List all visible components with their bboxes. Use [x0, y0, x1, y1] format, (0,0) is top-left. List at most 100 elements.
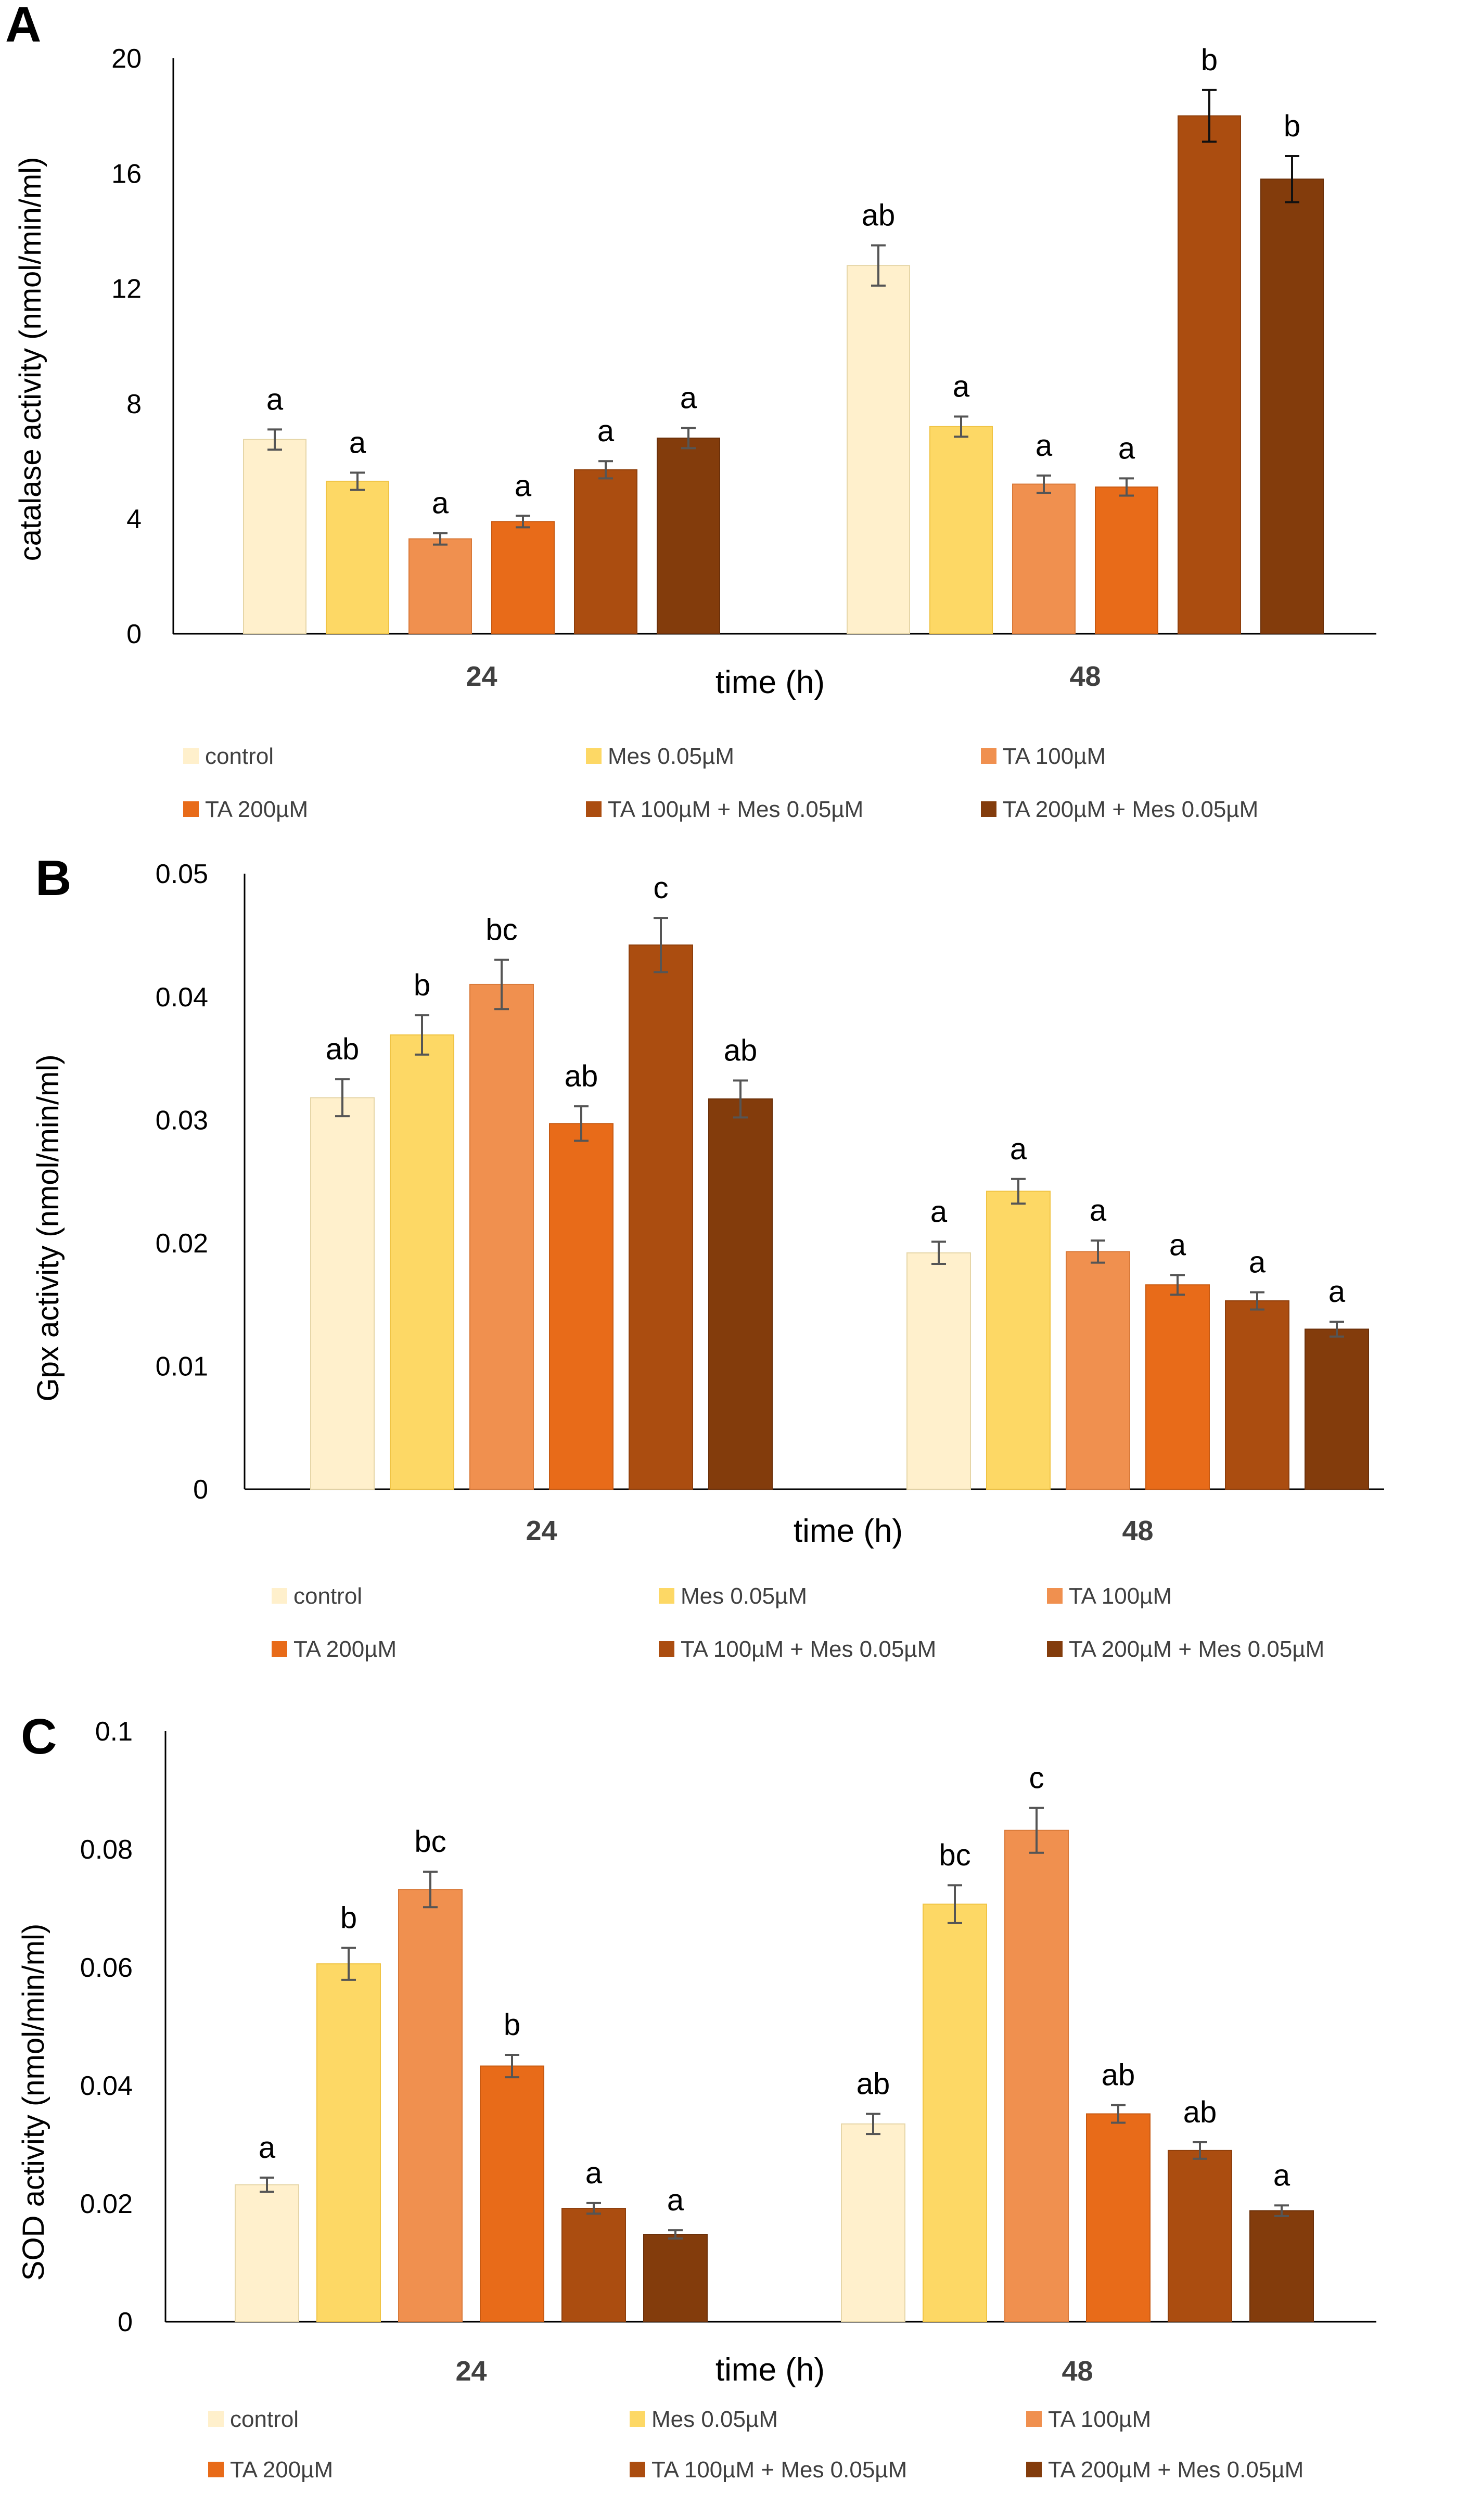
bar-b-48-control — [906, 1252, 971, 1490]
plot-b: 0 0.01 0.02 0.03 0.04 0.05 ab b bc ab c ab 24 a a a a a a 4… — [156, 859, 1384, 1546]
significance-label-b-24-control: ab — [326, 1032, 360, 1066]
error-bar-c-24-ta200mes — [668, 2229, 683, 2240]
bar-a-48-control — [847, 265, 910, 635]
legend-label-ta200: TA 200µM — [230, 2457, 333, 2483]
significance-label-c-24-ta200mes: a — [667, 2183, 684, 2217]
significance-label-a-24-control: a — [266, 382, 284, 416]
significance-label-c-48-ta200: ab — [1102, 2058, 1135, 2092]
y-tick-label-a: 8 — [126, 389, 142, 419]
error-bar-a-24-ta200 — [516, 515, 530, 529]
significance-label-b-48-mes: a — [1010, 1132, 1027, 1166]
bar-c-24-ta200 — [480, 2065, 544, 2322]
bar-c-24-ta200mes — [643, 2234, 708, 2323]
legend-item-c-ta100: TA 100µM — [1026, 2407, 1151, 2432]
bar-b-24-ta200 — [549, 1123, 614, 1490]
y-tick-label-b: 0.05 — [156, 859, 208, 889]
y-tick-label-c: 0.1 — [95, 1717, 133, 1747]
legend-label-ta100mes: TA 100µM + Mes 0.05µM — [651, 2457, 907, 2483]
y-tick-label-b: 0.04 — [156, 982, 208, 1013]
error-bar-a-48-ta100mes — [1202, 88, 1217, 143]
bar-c-48-ta200 — [1086, 2113, 1151, 2322]
bar-c-24-ta100 — [398, 1889, 463, 2322]
y-tick-label-a: 4 — [126, 504, 142, 534]
error-bar-c-24-ta100mes — [586, 2202, 601, 2215]
legend-swatch-ta200 — [272, 1641, 287, 1657]
legend-label-ta200: TA 200µM — [205, 797, 308, 822]
bar-a-24-mes — [326, 480, 389, 634]
legend-item-c-mes: Mes 0.05µM — [630, 2407, 778, 2432]
significance-label-b-48-control: a — [930, 1195, 948, 1229]
x-axis-title-c: time (h) — [715, 2352, 825, 2388]
legend-item-b-ta200mes: TA 200µM + Mes 0.05µM — [1047, 1636, 1324, 1662]
bar-a-24-ta100 — [408, 538, 472, 635]
legend-label-ta200mes: TA 200µM + Mes 0.05µM — [1048, 2457, 1303, 2483]
error-bar-c-48-ta100mes — [1193, 2141, 1207, 2160]
error-bar-b-48-ta200 — [1170, 1274, 1185, 1296]
significance-label-c-24-mes: b — [340, 1901, 357, 1935]
bar-b-48-ta100mes — [1225, 1300, 1289, 1490]
y-tick-label-c: 0.02 — [80, 2189, 133, 2219]
significance-label-a-24-ta100: a — [432, 486, 449, 520]
significance-label-b-24-mes: b — [414, 968, 430, 1002]
significance-label-b-48-ta100mes: a — [1249, 1245, 1266, 1279]
legend-item-a-ta200: TA 200µM — [183, 797, 308, 822]
legend-item-b-control: control — [272, 1583, 362, 1609]
legend-label-ta100mes: TA 100µM + Mes 0.05µM — [608, 797, 863, 822]
error-bar-c-24-ta200 — [505, 2053, 519, 2079]
significance-label-a-48-ta100mes: b — [1201, 43, 1218, 77]
legend-label-ta100: TA 100µM — [1069, 1583, 1172, 1609]
legend-item-c-ta200mes: TA 200µM + Mes 0.05µM — [1026, 2457, 1303, 2483]
legend-swatch-control — [208, 2411, 224, 2427]
legend-item-b-ta100mes: TA 100µM + Mes 0.05µM — [659, 1636, 936, 1662]
y-tick-label-c: 0.06 — [80, 1953, 133, 1983]
legend-label-ta100mes: TA 100µM + Mes 0.05µM — [681, 1636, 936, 1662]
y-axis-title-a: catalase activity (nmol/min/ml) — [14, 157, 47, 561]
legend-item-a-control: control — [183, 744, 274, 769]
x-axis-title-a: time (h) — [715, 664, 825, 700]
significance-label-a-48-mes: a — [953, 369, 970, 403]
legend-label-mes: Mes 0.05µM — [608, 744, 734, 769]
error-bar-c-48-ta200mes — [1274, 2204, 1289, 2217]
y-tick-label-c: 0.04 — [80, 2071, 133, 2101]
significance-label-a-24-mes: a — [349, 426, 366, 459]
bar-a-48-ta200 — [1095, 486, 1158, 634]
y-tick-label-b: 0.03 — [156, 1105, 208, 1135]
legend-label-ta200mes: TA 200µM + Mes 0.05µM — [1069, 1636, 1324, 1662]
significance-label-a-48-ta100: a — [1036, 429, 1053, 463]
bar-a-24-control — [243, 439, 306, 634]
significance-label-b-24-ta200: ab — [565, 1059, 598, 1093]
significance-label-a-24-ta200: a — [515, 469, 532, 503]
legend-swatch-ta200 — [183, 801, 199, 817]
bar-c-48-ta100mes — [1168, 2150, 1232, 2323]
x-axis-title-b: time (h) — [794, 1513, 903, 1549]
y-axis-title-b: Gpx activity (nmol/min/ml) — [31, 1054, 65, 1401]
error-bar-c-48-mes — [948, 1884, 962, 1924]
bar-b-24-ta100 — [469, 983, 534, 1490]
legend-label-mes: Mes 0.05µM — [681, 1583, 807, 1609]
bar-b-24-control — [310, 1097, 375, 1490]
significance-label-c-48-ta100mes: ab — [1183, 2095, 1217, 2129]
legend-item-a-ta100mes: TA 100µM + Mes 0.05µM — [586, 797, 863, 822]
legend-label-control: control — [205, 744, 274, 769]
legend-item-c-control: control — [208, 2407, 299, 2432]
legend-swatch-ta200mes — [1047, 1641, 1063, 1657]
y-tick-label-a: 12 — [111, 274, 142, 304]
bar-a-24-ta200mes — [657, 437, 720, 635]
significance-label-a-24-ta200mes: a — [680, 381, 697, 415]
x-category-label-c-48: 48 — [1062, 2356, 1093, 2387]
significance-label-b-24-ta100: bc — [485, 913, 517, 947]
error-bar-b-48-ta200mes — [1330, 1321, 1344, 1338]
plot-c: 00.020.040.060.080.1abbcbaa24abbccababa4… — [80, 1717, 1376, 2387]
x-category-label-b-24: 24 — [526, 1515, 557, 1546]
error-bar-b-24-ta100mes — [654, 917, 668, 974]
significance-label-b-48-ta200mes: a — [1328, 1275, 1346, 1309]
legend-item-b-ta100: TA 100µM — [1047, 1583, 1172, 1609]
error-bar-b-24-ta200mes — [733, 1079, 748, 1119]
error-bar-a-48-ta200 — [1119, 477, 1134, 497]
bar-c-24-control — [235, 2184, 299, 2323]
y-tick-label-c: 0 — [118, 2307, 133, 2337]
legend-swatch-ta200mes — [1026, 2462, 1042, 2477]
error-bar-b-24-ta100 — [494, 958, 509, 1010]
legend-swatch-ta200 — [208, 2462, 224, 2477]
